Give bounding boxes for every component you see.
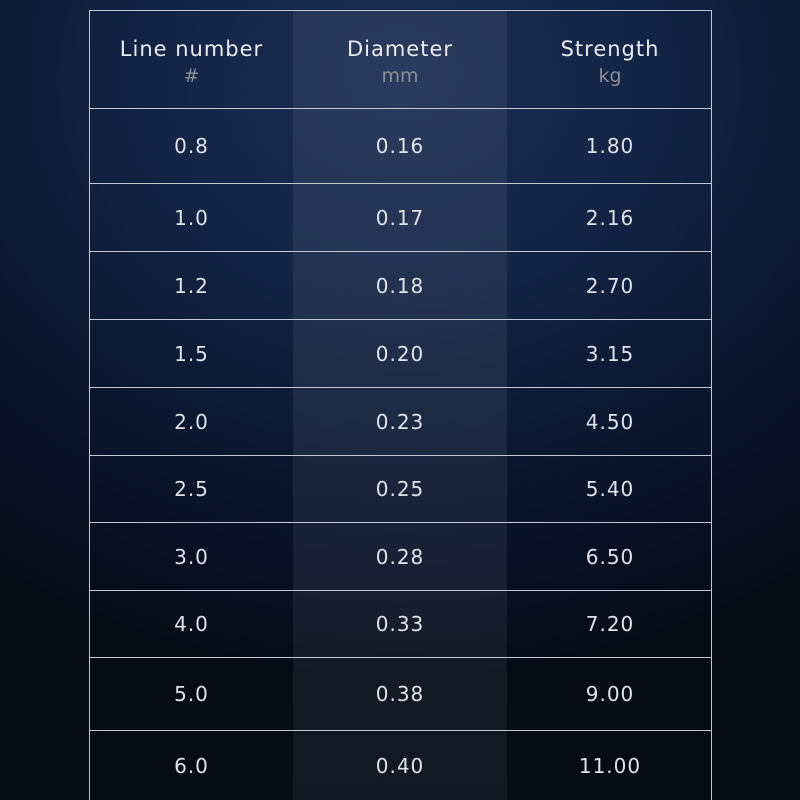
- specification-table: Line number # Diameter mm Strength kg 0.…: [89, 10, 712, 800]
- cell-strength: 1.80: [585, 134, 635, 158]
- cell-strength: 11.00: [578, 754, 642, 778]
- cell-diameter: 0.38: [375, 682, 425, 706]
- table-row: 1.5 0.20 3.15: [90, 320, 711, 388]
- header-unit: mm: [381, 65, 419, 87]
- table-row: 1.2 0.18 2.70: [90, 252, 711, 320]
- cell-strength: 6.50: [585, 544, 635, 569]
- cell-diameter: 0.18: [375, 273, 425, 298]
- cell-strength: 3.15: [585, 341, 635, 366]
- cell-strength: 9.00: [585, 682, 635, 706]
- table-row: 5.0 0.38 9.00: [90, 658, 711, 731]
- cell-diameter: 0.16: [375, 134, 425, 158]
- cell-line-number: 1.0: [174, 205, 209, 230]
- cell-diameter: 0.17: [375, 205, 425, 230]
- cell-strength: 4.50: [585, 409, 635, 434]
- cell-diameter: 0.33: [375, 612, 425, 636]
- cell-line-number: 6.0: [174, 754, 209, 778]
- table-row: 2.0 0.23 4.50: [90, 388, 711, 456]
- header-unit: kg: [598, 65, 622, 87]
- cell-strength: 2.70: [585, 273, 635, 298]
- table-row: 4.0 0.33 7.20: [90, 591, 711, 658]
- cell-diameter: 0.20: [375, 341, 425, 366]
- cell-line-number: 2.0: [174, 409, 209, 434]
- cell-strength: 7.20: [585, 612, 635, 636]
- header-line-number: Line number #: [90, 11, 293, 108]
- cell-line-number: 2.5: [174, 477, 209, 501]
- table-row: 3.0 0.28 6.50: [90, 523, 711, 591]
- cell-line-number: 0.8: [174, 134, 209, 158]
- table-row: 6.0 0.40 11.00: [90, 731, 711, 800]
- cell-diameter: 0.28: [375, 544, 425, 569]
- table-header: Line number # Diameter mm Strength kg: [90, 11, 711, 109]
- header-strength: Strength kg: [507, 11, 713, 108]
- cell-line-number: 5.0: [174, 682, 209, 706]
- header-unit: #: [183, 65, 200, 87]
- table-row: 0.8 0.16 1.80: [90, 109, 711, 184]
- cell-line-number: 1.5: [174, 341, 209, 366]
- header-title: Line number: [119, 37, 264, 61]
- cell-line-number: 3.0: [174, 544, 209, 569]
- table-row: 1.0 0.17 2.16: [90, 184, 711, 252]
- cell-diameter: 0.40: [375, 754, 425, 778]
- cell-diameter: 0.23: [375, 409, 425, 434]
- cell-line-number: 4.0: [174, 612, 209, 636]
- header-diameter: Diameter mm: [293, 11, 507, 108]
- header-title: Diameter: [346, 37, 454, 61]
- header-title: Strength: [560, 37, 660, 61]
- cell-strength: 5.40: [585, 477, 635, 501]
- diameter-column-highlight: [293, 11, 507, 800]
- cell-diameter: 0.25: [375, 477, 425, 501]
- cell-strength: 2.16: [585, 205, 635, 230]
- cell-line-number: 1.2: [174, 273, 209, 298]
- table-row: 2.5 0.25 5.40: [90, 456, 711, 523]
